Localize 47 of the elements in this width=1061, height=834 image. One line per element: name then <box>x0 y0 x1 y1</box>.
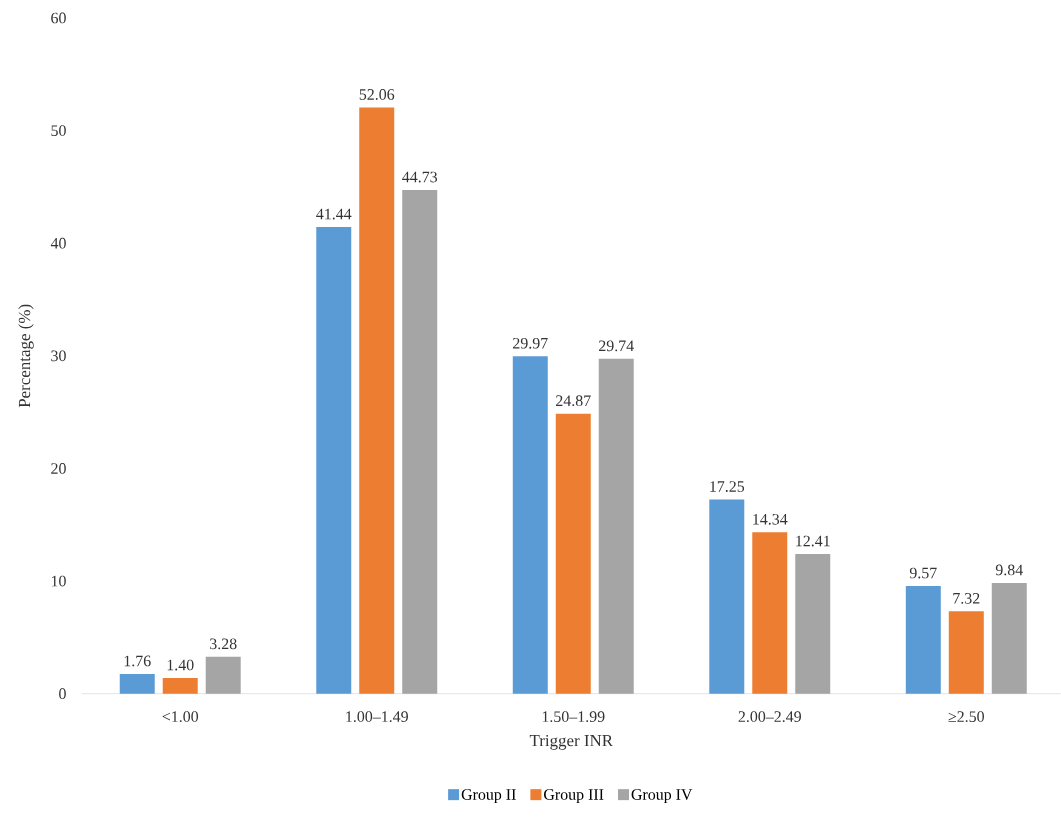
data-label: 12.41 <box>796 535 830 547</box>
data-label: 24.87 <box>556 395 591 407</box>
x-axis-title: Trigger INR <box>529 735 614 750</box>
data-label: 1.40 <box>167 659 194 671</box>
data-label: 17.25 <box>710 481 745 493</box>
y-tick-label: 10 <box>51 575 66 587</box>
data-label: 1.76 <box>124 655 151 667</box>
bar <box>905 586 941 694</box>
data-label: 9.57 <box>909 567 937 579</box>
legend-label: Group III <box>544 789 604 804</box>
bar <box>402 190 438 694</box>
data-label: 9.84 <box>995 564 1023 576</box>
x-tick-label: <1.00 <box>162 711 199 723</box>
bar <box>598 358 634 694</box>
y-tick-label: 30 <box>51 350 66 362</box>
bar <box>512 356 548 694</box>
data-label: 41.44 <box>316 208 352 220</box>
y-tick-label: 50 <box>51 125 66 137</box>
bar <box>948 611 984 694</box>
y-tick-label: 60 <box>51 12 66 24</box>
bar <box>205 656 241 694</box>
bar <box>316 227 352 694</box>
bar <box>555 413 591 694</box>
data-label: 29.74 <box>599 340 634 352</box>
x-tick-label: 2.00–2.49 <box>738 711 801 723</box>
bar <box>119 674 155 694</box>
y-tick-label: 40 <box>50 238 66 249</box>
bar <box>991 583 1027 694</box>
legend-label: Group II <box>461 789 516 804</box>
bar <box>359 107 395 694</box>
data-label: 7.32 <box>953 593 980 604</box>
x-tick-label: 1.00–1.49 <box>346 711 408 723</box>
data-label: 29.97 <box>513 338 548 349</box>
y-axis-title: Percentage (%) <box>18 304 34 408</box>
y-tick-label: 0 <box>59 688 66 700</box>
bar <box>709 499 745 694</box>
data-label: 52.06 <box>359 89 395 101</box>
bar <box>752 532 788 694</box>
data-label: 44.73 <box>402 171 438 183</box>
data-label: 14.34 <box>753 514 788 525</box>
legend-label: Group IV <box>631 789 693 804</box>
x-tick-label: 1.50–1.99 <box>542 711 605 723</box>
y-tick-label: 20 <box>51 463 66 475</box>
bar <box>162 678 198 694</box>
data-label: 3.28 <box>210 638 237 650</box>
x-tick-label: ≥2.50 <box>948 711 984 723</box>
bar <box>795 554 831 694</box>
